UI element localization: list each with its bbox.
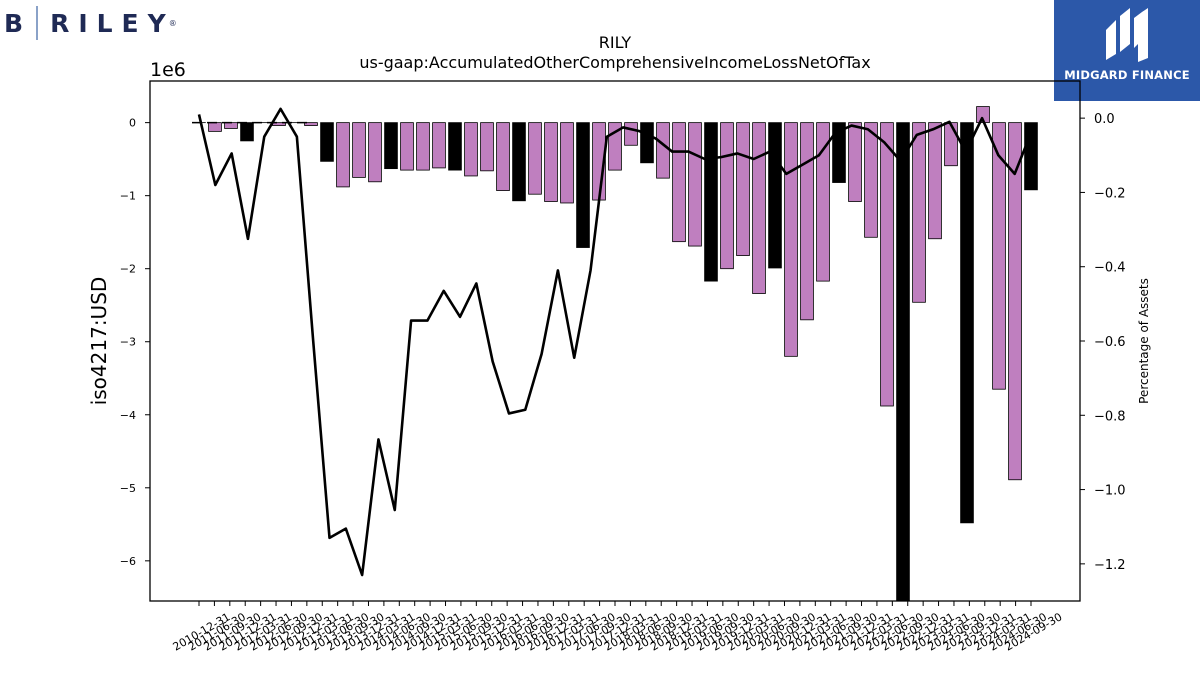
bar bbox=[416, 122, 430, 171]
bar-series bbox=[192, 106, 1038, 602]
bar bbox=[528, 122, 542, 195]
left-axis-ticks: 0 −1 −2 −3 −4 −5 −6 bbox=[120, 117, 150, 568]
bar bbox=[240, 122, 254, 142]
bar bbox=[960, 122, 974, 524]
b-riley-logo-initial: B bbox=[4, 8, 25, 38]
bar bbox=[1008, 122, 1022, 481]
bar bbox=[576, 122, 590, 248]
bar bbox=[800, 122, 814, 321]
bar bbox=[656, 122, 670, 179]
bar bbox=[448, 122, 462, 171]
bar bbox=[848, 122, 862, 202]
bar bbox=[640, 122, 654, 164]
y2-tick-label: −0.6 bbox=[1094, 335, 1126, 350]
midgard-finance-logo: MIDGARD FINANCE bbox=[1054, 0, 1200, 101]
bar bbox=[624, 122, 638, 146]
bar bbox=[992, 122, 1006, 390]
bar bbox=[752, 122, 766, 294]
bar bbox=[704, 122, 718, 282]
bar bbox=[512, 122, 526, 202]
y-axis-label: iso4217:USD bbox=[87, 277, 111, 406]
y-tick-label: −6 bbox=[120, 555, 136, 568]
bar bbox=[432, 122, 446, 169]
percentage-of-assets-line bbox=[197, 107, 1033, 577]
b-riley-logo-divider bbox=[36, 6, 39, 40]
y2-tick-label: −0.2 bbox=[1094, 186, 1126, 201]
right-axis-ticks: 0.0 −0.2 −0.4 −0.6 −0.8 −1.0 −1.2 bbox=[1080, 112, 1126, 573]
bar bbox=[912, 122, 926, 303]
bar bbox=[224, 122, 238, 129]
bar bbox=[496, 122, 510, 191]
bar bbox=[480, 122, 494, 172]
bar bbox=[208, 122, 222, 132]
bar bbox=[384, 122, 398, 170]
bar bbox=[736, 122, 750, 256]
bar bbox=[1024, 122, 1038, 191]
bar bbox=[928, 122, 942, 240]
bar bbox=[784, 122, 798, 357]
bar bbox=[816, 122, 830, 282]
y-tick-label: 0 bbox=[129, 117, 136, 130]
bar bbox=[304, 122, 318, 126]
y2-tick-label: −1.2 bbox=[1094, 558, 1126, 573]
bar bbox=[352, 122, 366, 178]
x-axis-ticks: 2010-12-312011-06-302011-09-302011-12-31… bbox=[171, 601, 1065, 654]
bar bbox=[768, 122, 782, 269]
y-tick-label: −5 bbox=[120, 482, 136, 495]
bar bbox=[400, 122, 414, 171]
chart-subtitle: us-gaap:AccumulatedOtherComprehensiveInc… bbox=[359, 53, 870, 72]
bar bbox=[864, 122, 878, 238]
b-riley-logo-wordmark: RILEY bbox=[50, 8, 175, 38]
bar bbox=[944, 122, 958, 167]
bar bbox=[320, 122, 334, 162]
y2-tick-label: −1.0 bbox=[1094, 484, 1126, 499]
y2-tick-label: −0.4 bbox=[1094, 261, 1126, 276]
y-offset-label: 1e6 bbox=[150, 59, 186, 81]
y-tick-label: −4 bbox=[120, 409, 136, 422]
bar bbox=[672, 122, 686, 243]
bar bbox=[544, 122, 558, 202]
bar bbox=[560, 122, 574, 204]
bar bbox=[720, 122, 734, 270]
chart-title: RILY bbox=[599, 33, 632, 52]
b-riley-logo: B RILEY ® bbox=[4, 4, 177, 42]
bar bbox=[688, 122, 702, 247]
y-tick-label: −3 bbox=[120, 336, 136, 349]
y2-axis-label: Percentage of Assets bbox=[1137, 278, 1151, 404]
midgard-m-icon bbox=[1106, 8, 1148, 62]
bar bbox=[464, 122, 478, 177]
bar bbox=[368, 122, 382, 183]
y2-tick-label: −0.8 bbox=[1094, 409, 1126, 424]
midgard-finance-name: MIDGARD FINANCE bbox=[1064, 68, 1190, 82]
y2-tick-label: 0.0 bbox=[1094, 112, 1115, 127]
b-riley-logo-registered-mark: ® bbox=[168, 18, 177, 28]
bar bbox=[832, 122, 846, 183]
bar bbox=[896, 122, 910, 602]
bar bbox=[336, 122, 350, 188]
y-tick-label: −2 bbox=[120, 263, 136, 276]
bar bbox=[880, 122, 894, 407]
y-tick-label: −1 bbox=[120, 190, 136, 203]
